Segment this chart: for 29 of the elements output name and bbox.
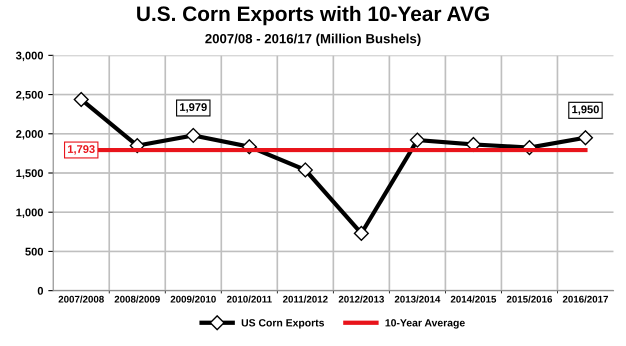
x-tick-label: 2013/2014 [394,296,440,303]
x-tick-label: 2011/2012 [282,296,328,303]
y-tick-label: 500 [25,248,44,256]
x-tick-label: 2015/2016 [506,296,552,303]
point [354,226,369,241]
x-tick-label: 2012/2013 [338,296,384,303]
point [186,128,201,144]
x-tick-label: 2016/2017 [562,296,608,303]
y-tick-label: 0 [38,286,44,295]
y-tick-label: 2,000 [16,130,44,140]
x-tick-label: 2008/2009 [114,296,160,303]
y-tick-label: 2,500 [16,90,44,100]
x-tick-label: 2010/2011 [226,296,272,303]
point [74,92,89,108]
x-tick-label: 2014/2015 [450,296,496,303]
legend-label: 10-Year Average [386,319,465,329]
data-label: 1,950 [572,105,599,115]
y-tick-label: 1,000 [16,208,44,218]
point [578,130,594,146]
legend-label: US Corn Exports [242,319,324,329]
chart-subtitle: 2007/08 - 2016/17 (Million Bushels) [205,34,421,46]
x-tick-label: 2007/2008 [58,296,104,303]
data-label: 1,979 [180,103,207,113]
y-tick-label: 3,000 [16,52,44,62]
y-tick-label: 1,500 [16,169,44,179]
chart-title: U.S. Corn Exports with 10-Year AVG [137,6,489,26]
point [298,162,313,178]
point [410,132,425,148]
x-tick-label: 2009/2010 [170,296,216,303]
